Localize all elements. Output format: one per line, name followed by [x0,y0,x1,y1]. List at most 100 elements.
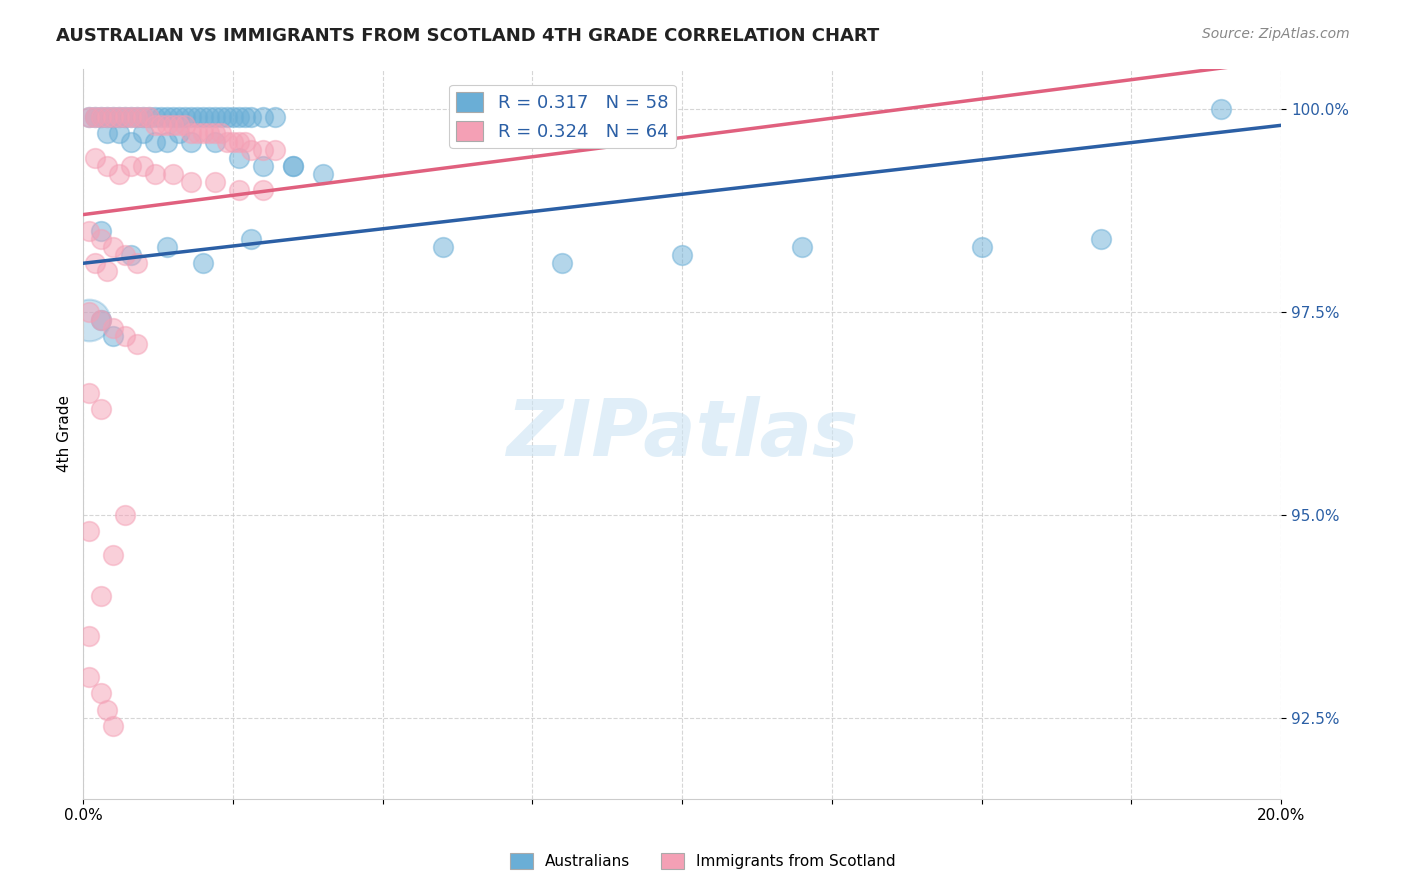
Point [127,337,149,351]
Point [84,256,107,270]
Point [103,549,125,563]
Point [96,110,118,124]
Point [252,159,274,173]
Point [103,240,125,254]
Point [108,127,131,141]
Point [90,402,112,417]
Point [228,110,250,124]
Point [77,110,100,124]
Point [228,151,250,165]
Point [174,110,197,124]
Point [90,232,112,246]
Point [132,110,155,124]
Point [114,329,136,343]
Point [90,110,112,124]
Point [132,127,155,141]
Point [103,110,125,124]
Point [143,118,166,132]
Point [252,183,274,197]
Point [191,256,214,270]
Point [77,670,100,684]
Text: AUSTRALIAN VS IMMIGRANTS FROM SCOTLAND 4TH GRADE CORRELATION CHART: AUSTRALIAN VS IMMIGRANTS FROM SCOTLAND 4… [56,27,880,45]
Point [77,386,100,401]
Point [156,135,179,149]
Point [96,702,118,716]
Point [281,159,304,173]
Point [127,110,149,124]
Point [1211,102,1233,116]
Point [156,110,179,124]
Point [180,127,202,141]
Point [233,110,256,124]
Point [90,224,112,238]
Point [77,224,100,238]
Point [103,110,125,124]
Point [162,118,184,132]
Point [103,321,125,335]
Point [264,110,287,124]
Point [551,256,574,270]
Point [204,175,226,189]
Point [1090,232,1112,246]
Point [103,329,125,343]
Point [167,110,190,124]
Point [84,110,107,124]
Point [209,127,232,141]
Point [162,110,184,124]
Point [215,110,238,124]
Point [114,248,136,262]
Point [120,110,142,124]
Point [90,589,112,603]
Point [198,127,221,141]
Point [90,313,112,327]
Point [209,110,232,124]
Text: ZIPatlas: ZIPatlas [506,396,858,472]
Point [204,110,226,124]
Legend: Australians, Immigrants from Scotland: Australians, Immigrants from Scotland [503,847,903,875]
Point [132,159,155,173]
Point [84,110,107,124]
Point [114,110,136,124]
Point [191,110,214,124]
Point [186,110,208,124]
Point [222,135,245,149]
Point [790,240,813,254]
Point [198,110,221,124]
Point [77,524,100,538]
Point [228,183,250,197]
Point [77,313,100,327]
Point [143,135,166,149]
Point [120,248,142,262]
Point [96,264,118,278]
Point [90,313,112,327]
Text: Source: ZipAtlas.com: Source: ZipAtlas.com [1202,27,1350,41]
Point [191,127,214,141]
Point [96,110,118,124]
Point [77,630,100,644]
Point [138,110,160,124]
Point [132,110,155,124]
Point [215,135,238,149]
Point [970,240,993,254]
Point [180,110,202,124]
Point [186,127,208,141]
Point [108,167,131,181]
Y-axis label: 4th Grade: 4th Grade [58,395,72,472]
Point [204,135,226,149]
Point [240,143,263,157]
Point [252,110,274,124]
Point [162,167,184,181]
Point [127,110,149,124]
Legend: R = 0.317   N = 58, R = 0.324   N = 64: R = 0.317 N = 58, R = 0.324 N = 64 [449,85,676,148]
Point [77,305,100,319]
Point [671,248,693,262]
Point [138,110,160,124]
Point [233,135,256,149]
Point [96,127,118,141]
Point [240,110,263,124]
Point [120,110,142,124]
Point [90,110,112,124]
Point [90,686,112,700]
Point [114,110,136,124]
Point [264,143,287,157]
